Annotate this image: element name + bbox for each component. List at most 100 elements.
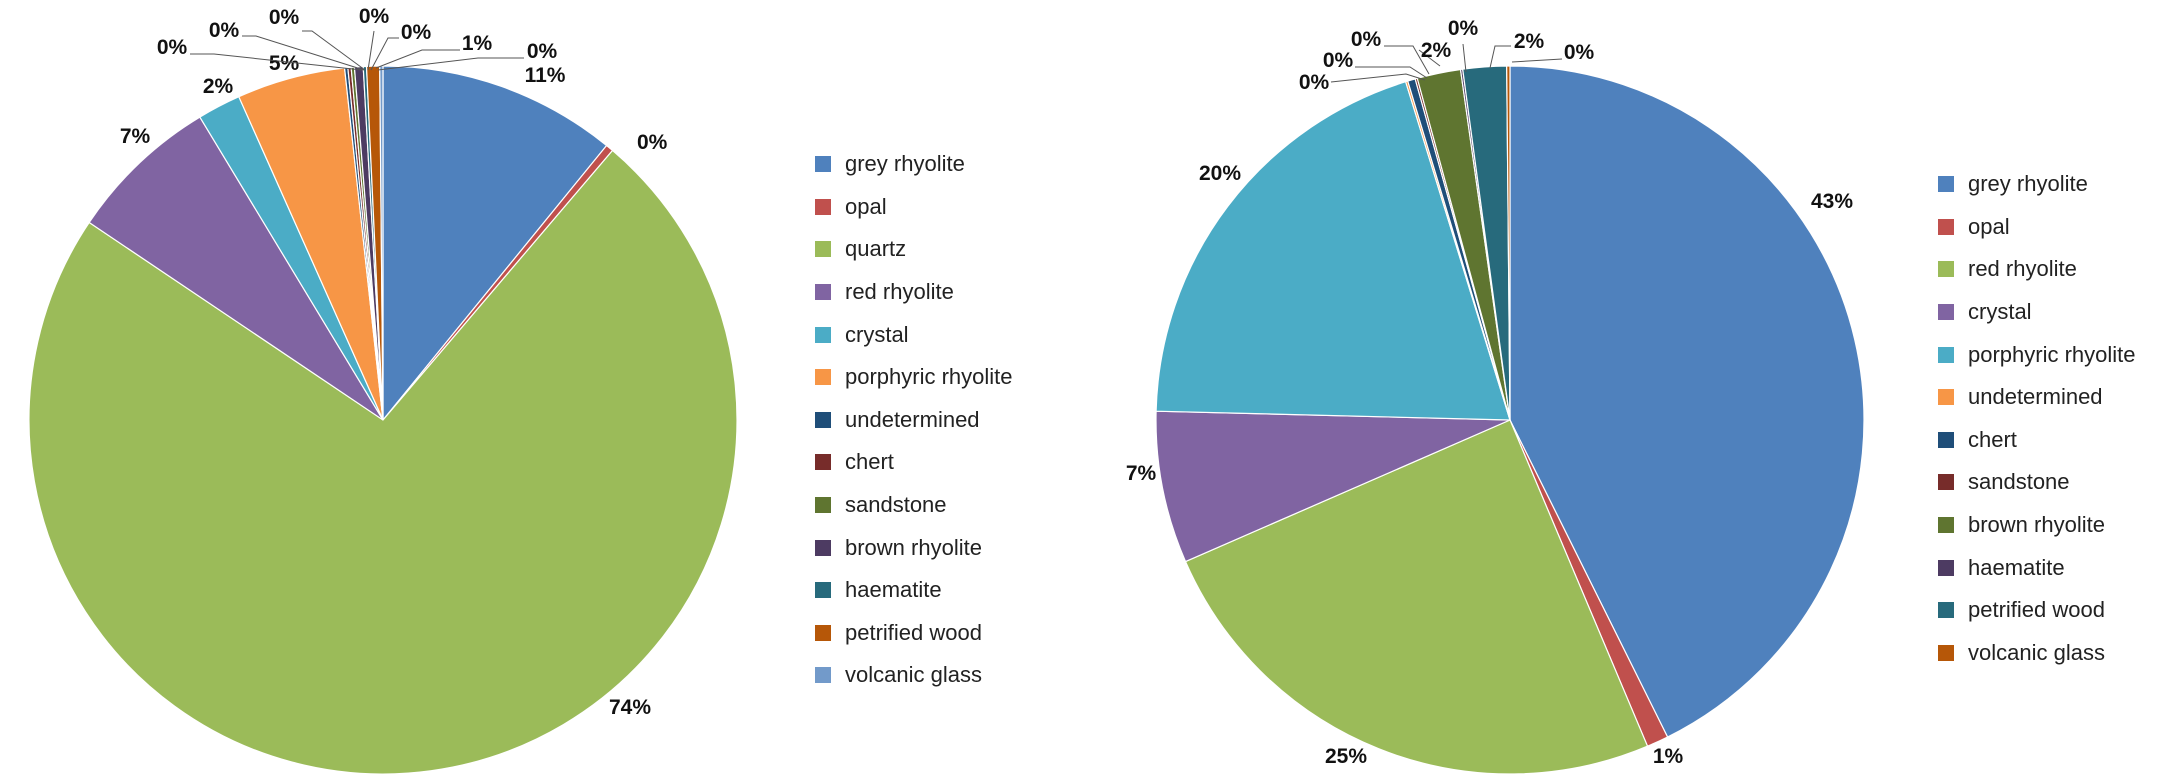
legend-label: porphyric rhyolite — [1968, 341, 2136, 367]
legend-item: grey rhyolite — [815, 143, 1013, 186]
data-label-crystal: 7% — [1126, 462, 1157, 485]
data-label-quartz: 74% — [609, 696, 651, 719]
legend-swatch — [815, 198, 831, 215]
legend-label: petrified wood — [1968, 597, 2105, 623]
leader-line — [367, 30, 375, 71]
data-label-haematite: 0% — [401, 21, 432, 44]
legend-item: petrified wood — [1938, 589, 2136, 632]
legend-item: sandstone — [815, 484, 1013, 527]
legend-label: volcanic glass — [1968, 639, 2105, 665]
legend-swatch — [1938, 346, 1954, 363]
legend-label: sandstone — [845, 492, 947, 518]
legend-item: porphyric rhyolite — [1938, 333, 2136, 376]
leader-line — [375, 49, 460, 69]
data-label-petrified-wood: 2% — [1514, 30, 1545, 53]
leader-line — [242, 35, 365, 71]
legend-item: haematite — [815, 569, 1013, 612]
data-label-brown-rhyolite: 0% — [359, 5, 390, 28]
legend-label: sandstone — [1968, 469, 2070, 495]
legend-swatch — [1938, 517, 1954, 534]
data-label-volcanic-glass: 0% — [1564, 41, 1595, 64]
legend-swatch — [815, 156, 831, 173]
legend-label: haematite — [845, 577, 942, 603]
legend-label: opal — [1968, 213, 2010, 239]
legend-item: chert — [815, 441, 1013, 484]
leader-line — [302, 30, 366, 71]
data-label-undetermined: 0% — [1299, 71, 1330, 94]
data-label-brown-rhyolite: 2% — [1421, 39, 1452, 62]
data-label-crystal: 2% — [203, 75, 234, 98]
legend-item: sandstone — [1938, 461, 2136, 504]
legend-swatch — [815, 539, 831, 556]
data-label-red-rhyolite: 25% — [1325, 745, 1367, 768]
legend-item: undetermined — [1938, 376, 2136, 419]
leader-line — [190, 53, 363, 71]
pie-slice-porphyric-rhyolite — [1155, 80, 1511, 421]
legend-swatch — [1938, 389, 1954, 406]
pie-slice-volcanic-glass — [1506, 65, 1511, 421]
legend-label: undetermined — [845, 406, 980, 432]
legend-swatch — [815, 497, 831, 514]
pie-slice-quartz — [28, 149, 738, 775]
leader-line — [1462, 43, 1467, 73]
pie-slice-red-rhyolite — [88, 116, 384, 421]
data-label-sandstone: 0% — [1351, 28, 1382, 51]
legend-item: crystal — [1938, 291, 2136, 334]
leader-line — [1355, 66, 1428, 79]
legend-label: porphyric rhyolite — [845, 364, 1013, 390]
legend-label: volcanic glass — [845, 662, 982, 688]
legend-left: grey rhyolite opal quartz red rhyolite cryst… — [815, 143, 1013, 697]
legend-label: brown rhyolite — [845, 534, 982, 560]
legend-item: chert — [1938, 419, 2136, 462]
legend-label: chert — [845, 449, 894, 475]
pie-chart-left: 11%0%74%7%2%5%0%0%0% 0%0% 1% 0% — [28, 5, 738, 775]
legend-label: crystal — [1968, 299, 2032, 325]
legend-item: grey rhyolite — [1938, 163, 2136, 206]
legend-item: undetermined — [815, 399, 1013, 442]
legend-swatch — [815, 241, 831, 258]
legend-item: opal — [815, 186, 1013, 229]
legend-swatch — [1938, 261, 1954, 278]
legend-item: brown rhyolite — [1938, 504, 2136, 547]
legend-item: volcanic glass — [1938, 632, 2136, 675]
leader-line — [1489, 45, 1511, 69]
data-label-chert: 0% — [209, 19, 240, 42]
data-label-haematite: 0% — [1448, 17, 1479, 40]
legend-swatch — [815, 582, 831, 599]
legend-label: grey rhyolite — [845, 151, 965, 177]
data-label-grey-rhyolite: 43% — [1811, 190, 1853, 213]
pie-slice-grey-rhyolite — [1509, 65, 1865, 738]
legend-swatch — [1938, 644, 1954, 661]
legend-swatch — [1938, 559, 1954, 576]
legend-swatch — [815, 284, 831, 301]
legend-swatch — [1938, 176, 1954, 193]
legend-swatch — [815, 624, 831, 641]
data-label-chert: 0% — [1323, 49, 1354, 72]
data-label-porphyric-rhyolite: 20% — [1199, 162, 1241, 185]
legend-item: brown rhyolite — [815, 526, 1013, 569]
legend-label: red rhyolite — [1968, 256, 2077, 282]
legend-label: undetermined — [1968, 384, 2103, 410]
pie-slice-red-rhyolite — [1184, 419, 1649, 775]
legend-item: quartz — [815, 228, 1013, 271]
leader-line — [1418, 49, 1441, 67]
legend-label: chert — [1968, 426, 2017, 452]
data-label-petrified-wood: 1% — [462, 32, 493, 55]
leader-line — [370, 37, 399, 71]
legend-item: volcanic glass — [815, 654, 1013, 697]
legend-swatch — [1938, 431, 1954, 448]
legend-label: haematite — [1968, 554, 2065, 580]
legend-right: grey rhyolite opal red rhyolite crystal porp… — [1938, 163, 2136, 674]
leader-line — [1511, 58, 1563, 63]
data-label-red-rhyolite: 7% — [120, 125, 151, 148]
data-label-volcanic-glass: 0% — [527, 40, 558, 63]
legend-swatch — [1938, 474, 1954, 491]
legend-swatch — [815, 411, 831, 428]
leader-line — [377, 57, 524, 71]
legend-swatch — [1938, 602, 1954, 619]
legend-swatch — [815, 326, 831, 343]
data-label-grey-rhyolite: 11% — [525, 64, 566, 87]
pie-chart-right: 43%1%25%7%20%0%0%0% 2%0%2% 0% — [1126, 17, 1865, 775]
legend-swatch — [1938, 218, 1954, 235]
